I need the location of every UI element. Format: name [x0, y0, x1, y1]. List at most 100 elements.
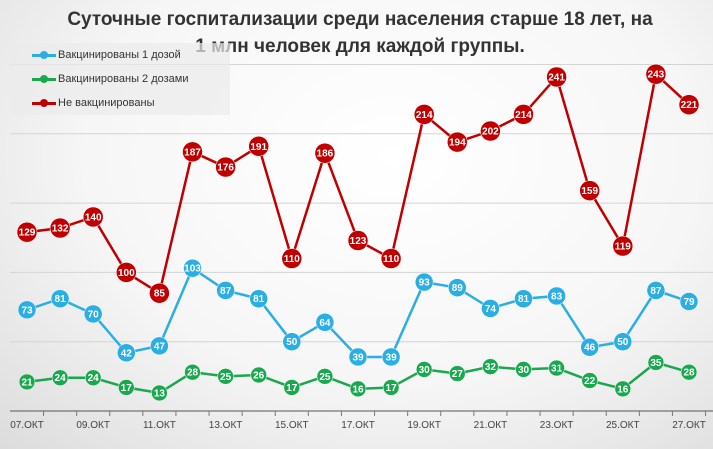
- data-point: [579, 180, 600, 201]
- data-label: 42: [121, 348, 133, 359]
- data-label: 24: [55, 373, 67, 384]
- data-label: 221: [681, 100, 698, 111]
- data-label: 214: [416, 110, 433, 121]
- x-tick-label: 07.ОКТ: [10, 420, 44, 431]
- data-label: 110: [383, 254, 400, 265]
- x-tick-label: 15.ОКТ: [275, 420, 309, 431]
- data-label: 17: [121, 383, 133, 394]
- x-tick-label: 25.ОКТ: [606, 420, 640, 431]
- data-label: 64: [319, 318, 331, 329]
- data-point: [118, 379, 135, 396]
- series-2: 129 132 140 100 85 187 176 191 110 186 123 110 214 19…: [16, 63, 700, 304]
- data-point: [116, 262, 137, 283]
- data-label: 140: [85, 212, 102, 223]
- data-point: [50, 289, 70, 308]
- data-point: [612, 235, 634, 257]
- data-point: [151, 384, 168, 402]
- data-point: [380, 248, 402, 269]
- data-label: 202: [482, 127, 499, 138]
- x-tick-label: 27.ОКТ: [672, 420, 706, 431]
- data-point: [546, 66, 567, 88]
- data-point: [449, 365, 466, 382]
- data-label: 50: [286, 337, 298, 348]
- data-point: [382, 379, 400, 396]
- data-label: 25: [319, 372, 331, 383]
- data-point: [183, 258, 202, 278]
- data-point: [249, 289, 268, 308]
- data-point: [480, 120, 501, 142]
- legend: Вакцинированы 1 дозой Вакцинированы 2 до…: [10, 43, 230, 115]
- data-point: [680, 363, 698, 381]
- data-label: 89: [452, 283, 464, 294]
- data-point: [515, 361, 532, 378]
- data-label: 81: [253, 294, 265, 305]
- data-point: [315, 313, 335, 332]
- data-label: 39: [352, 352, 364, 363]
- legend-label: Не вакцинированы: [58, 97, 155, 109]
- data-label: 85: [154, 289, 166, 300]
- x-tick-label: 19.ОКТ: [407, 420, 441, 431]
- legend-label: Вакцинированы 2 дозами: [58, 73, 189, 85]
- x-tick-label: 21.ОКТ: [474, 420, 508, 431]
- data-label: 22: [584, 376, 596, 387]
- x-tick-label: 23.ОКТ: [540, 420, 574, 431]
- data-point: [83, 304, 103, 324]
- data-point: [415, 361, 433, 378]
- data-point: [248, 136, 269, 157]
- data-label: 187: [184, 147, 201, 158]
- data-point: [679, 292, 699, 311]
- data-point: [647, 354, 665, 371]
- data-label: 100: [118, 268, 135, 279]
- data-point: [282, 332, 302, 351]
- data-point: [49, 217, 71, 239]
- series-0: 73 81 70 42 47 103 87 81 50 64 39 39 93 89 74 81 83 46 50 8…: [17, 258, 699, 367]
- data-point: [17, 300, 37, 320]
- data-label: 87: [650, 286, 662, 297]
- data-point: [216, 281, 235, 300]
- data-label: 93: [419, 278, 431, 289]
- data-label: 32: [485, 362, 497, 373]
- data-label: 83: [551, 291, 563, 302]
- data-point: [613, 332, 633, 351]
- data-label: 129: [19, 228, 36, 239]
- legend-marker: [40, 75, 48, 83]
- data-label: 81: [55, 294, 67, 305]
- data-point: [250, 366, 267, 384]
- data-point: [349, 380, 367, 398]
- data-point: [150, 336, 169, 356]
- data-label: 73: [21, 305, 33, 316]
- chart-title: Суточные госпитализации среди населения …: [67, 9, 653, 57]
- legend-marker: [40, 51, 48, 59]
- data-label: 17: [386, 383, 398, 394]
- data-label: 26: [253, 370, 265, 381]
- data-label: 194: [449, 138, 466, 149]
- data-point: [347, 230, 369, 251]
- data-point: [117, 343, 136, 363]
- data-point: [482, 358, 499, 375]
- data-label: 30: [419, 365, 431, 376]
- data-point: [547, 286, 566, 306]
- series-1: 21 24 24 17 13 28 25 26 17 25 16 17 30 27 32 30 31 22 16 35…: [18, 354, 698, 402]
- data-label: 87: [220, 286, 232, 297]
- data-label: 35: [650, 358, 662, 369]
- data-point: [314, 142, 336, 164]
- data-point: [481, 299, 500, 318]
- data-point: [581, 372, 598, 389]
- data-label: 13: [154, 388, 166, 399]
- data-point: [413, 104, 435, 125]
- data-point: [316, 368, 334, 385]
- data-label: 123: [350, 236, 367, 247]
- data-label: 39: [386, 352, 398, 363]
- data-label: 214: [515, 110, 532, 121]
- data-label: 81: [518, 294, 530, 305]
- data-label: 24: [88, 373, 100, 384]
- data-point: [348, 347, 368, 367]
- data-point: [514, 289, 533, 308]
- data-point: [182, 141, 203, 163]
- legend-swatch: [32, 51, 56, 59]
- data-point: [149, 282, 170, 304]
- data-label: 28: [187, 368, 199, 379]
- data-point: [184, 363, 201, 381]
- data-label: 50: [617, 337, 629, 348]
- data-point: [16, 221, 38, 243]
